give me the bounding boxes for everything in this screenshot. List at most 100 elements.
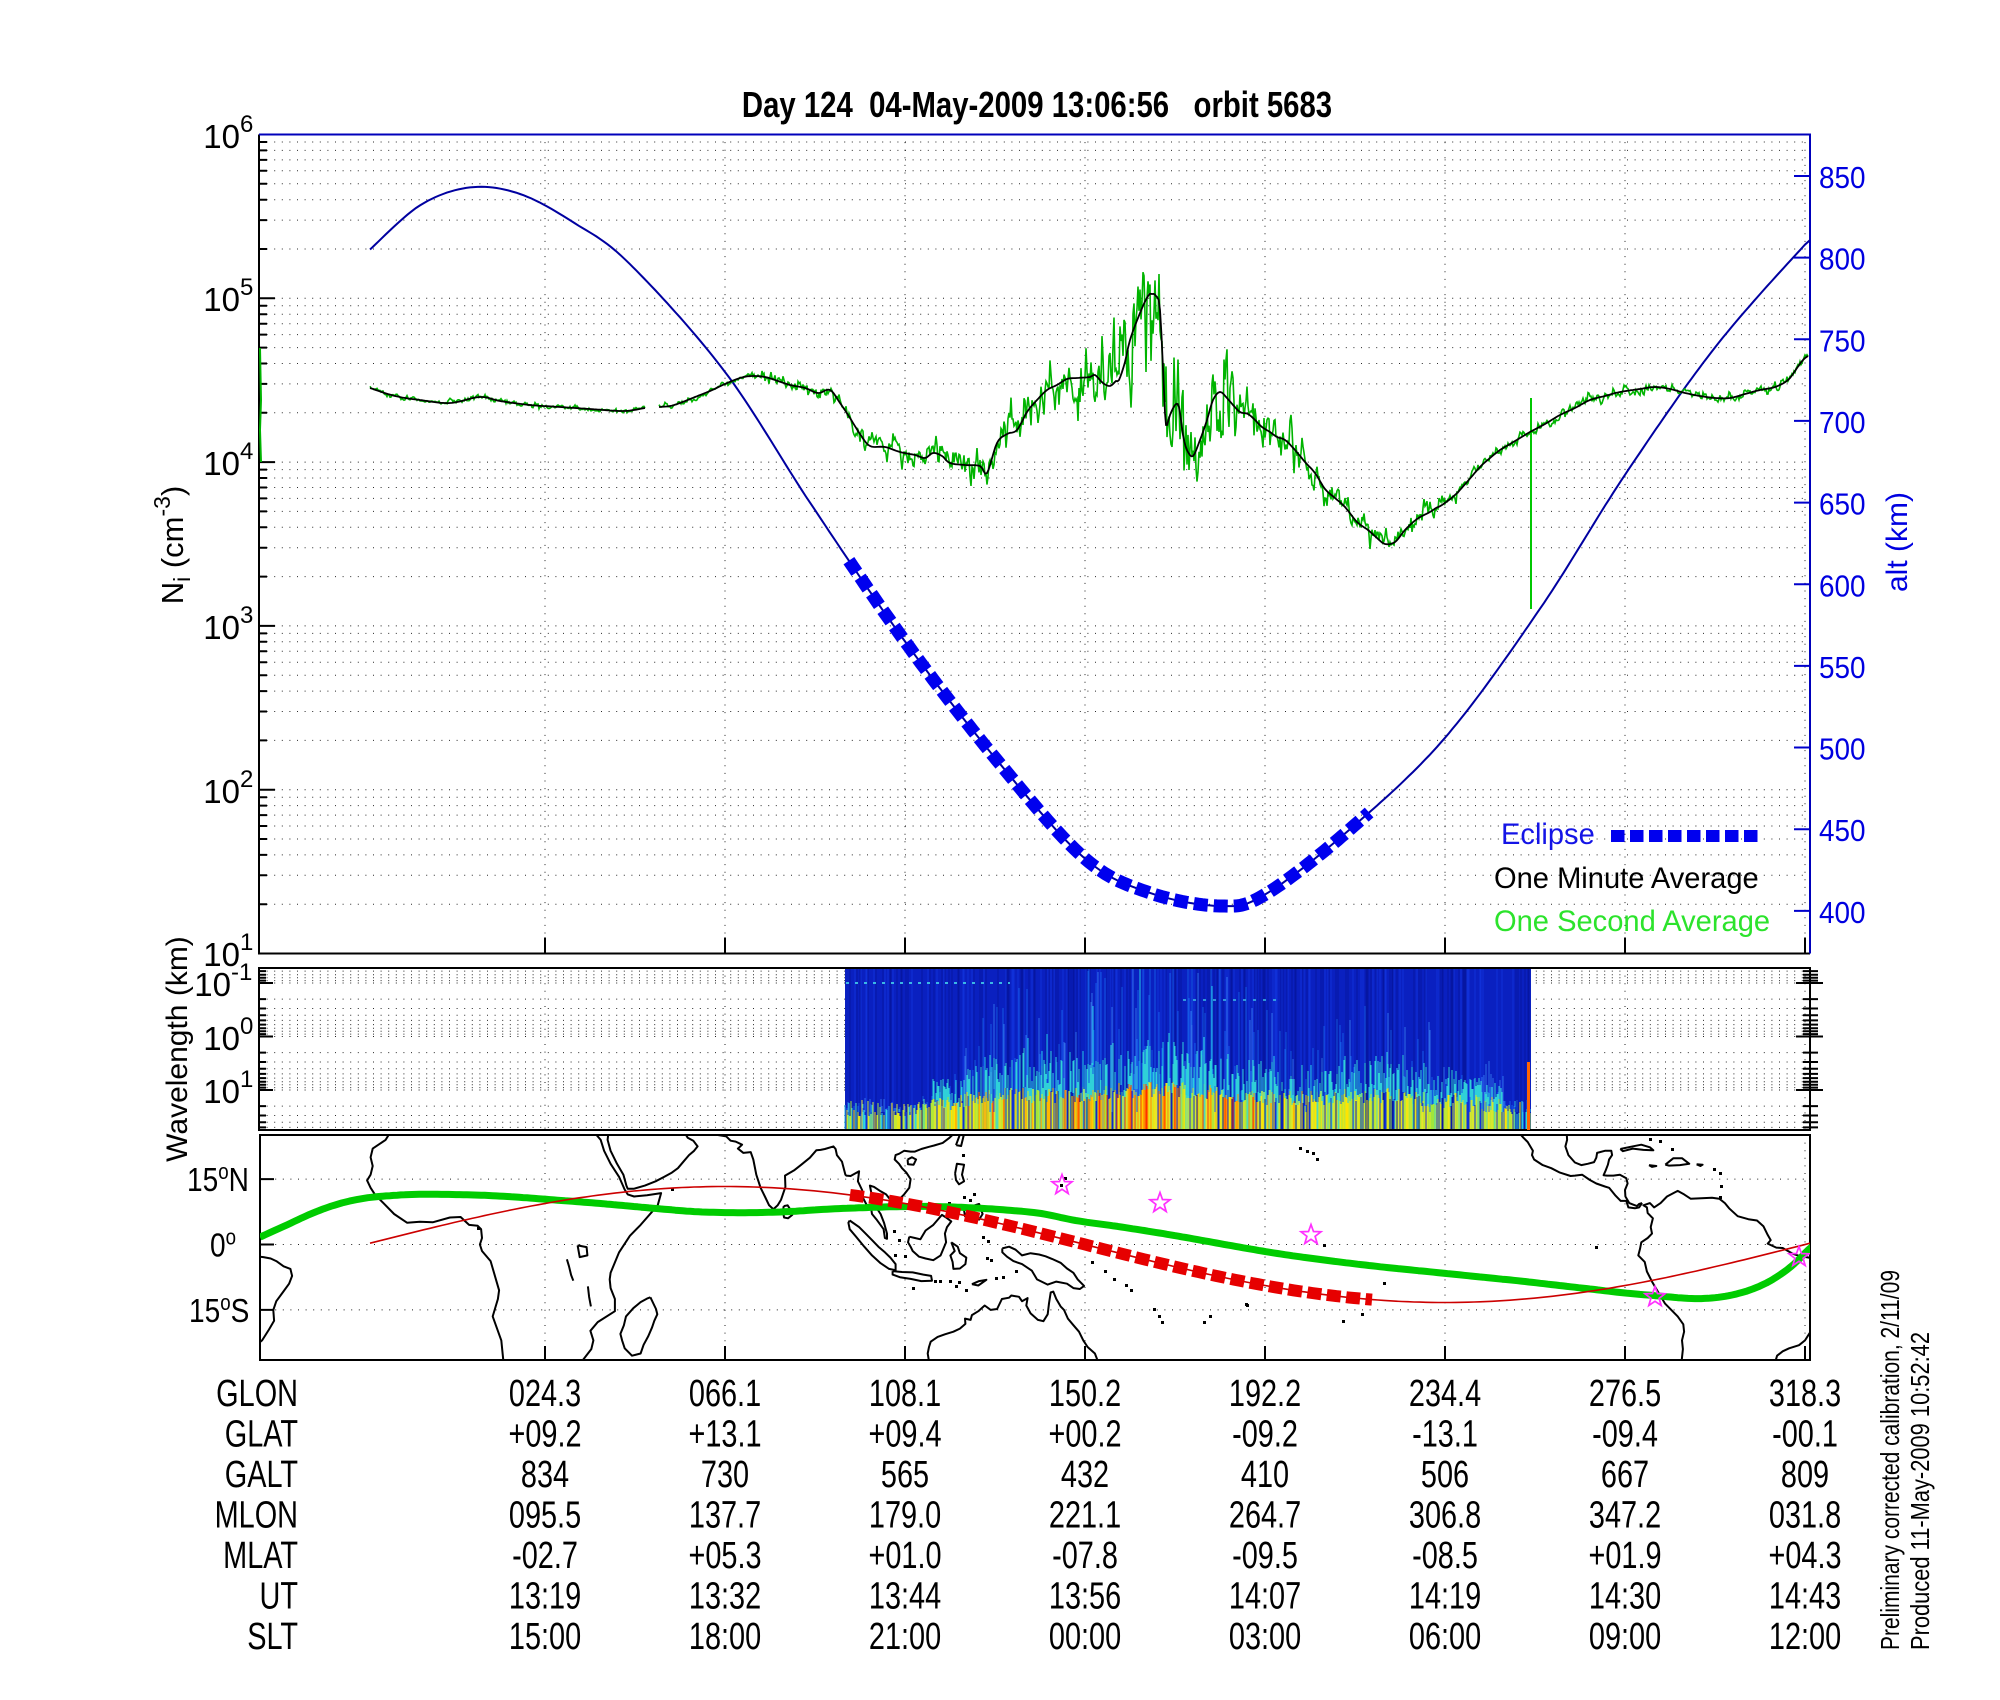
svg-text:506: 506	[1421, 1453, 1469, 1496]
svg-text:13:19: 13:19	[509, 1575, 581, 1618]
svg-text:03:00: 03:00	[1229, 1615, 1301, 1658]
svg-text:13:56: 13:56	[1049, 1575, 1121, 1618]
svg-text:432: 432	[1061, 1453, 1109, 1496]
svg-text:14:07: 14:07	[1229, 1575, 1301, 1618]
svg-text:+09.4: +09.4	[868, 1413, 941, 1456]
svg-text:550: 550	[1819, 651, 1866, 686]
svg-text:-00.1: -00.1	[1772, 1413, 1838, 1456]
svg-text:179.0: 179.0	[869, 1494, 941, 1537]
svg-text:264.7: 264.7	[1229, 1494, 1301, 1537]
svg-text:031.8: 031.8	[1769, 1494, 1841, 1537]
svg-text:-02.7: -02.7	[512, 1534, 578, 1577]
svg-text:137.7: 137.7	[689, 1494, 761, 1537]
svg-text:18:00: 18:00	[689, 1615, 761, 1658]
svg-text:650: 650	[1819, 487, 1866, 522]
svg-text:+09.2: +09.2	[508, 1413, 581, 1456]
svg-text:6: 6	[240, 111, 253, 138]
svg-text:800: 800	[1819, 242, 1866, 277]
svg-text:-13.1: -13.1	[1412, 1413, 1478, 1456]
svg-text:600: 600	[1819, 569, 1866, 604]
svg-text:450: 450	[1819, 814, 1866, 849]
svg-text:0: 0	[240, 1013, 253, 1040]
svg-text:10: 10	[203, 281, 240, 318]
svg-text:306.8: 306.8	[1409, 1494, 1481, 1537]
svg-text:MLON: MLON	[215, 1494, 298, 1537]
svg-text:150.2: 150.2	[1049, 1372, 1121, 1415]
svg-text:GALT: GALT	[225, 1453, 298, 1496]
svg-text:00:00: 00:00	[1049, 1615, 1121, 1658]
svg-text:+01.0: +01.0	[868, 1534, 941, 1577]
svg-text:2: 2	[240, 766, 253, 793]
svg-text:221.1: 221.1	[1049, 1494, 1121, 1537]
svg-text:400: 400	[1819, 896, 1866, 931]
svg-text:667: 667	[1601, 1453, 1649, 1496]
svg-text:10: 10	[203, 1073, 240, 1110]
svg-text:10: 10	[203, 936, 240, 973]
svg-text:565: 565	[881, 1453, 929, 1496]
svg-text:095.5: 095.5	[509, 1494, 581, 1537]
svg-text:1: 1	[240, 1066, 253, 1093]
svg-text:-08.5: -08.5	[1412, 1534, 1478, 1577]
svg-text:alt (km): alt (km)	[1881, 492, 1914, 592]
svg-text:410: 410	[1241, 1453, 1289, 1496]
svg-text:108.1: 108.1	[869, 1372, 941, 1415]
svg-text:-09.5: -09.5	[1232, 1534, 1298, 1577]
svg-text:730: 730	[701, 1453, 749, 1496]
svg-text:One Minute Average: One Minute Average	[1494, 862, 1759, 895]
svg-text:10: 10	[203, 1020, 240, 1057]
svg-text:10: 10	[203, 773, 240, 810]
svg-text:13:32: 13:32	[689, 1575, 761, 1618]
svg-text:10: 10	[203, 118, 240, 155]
svg-text:UT: UT	[260, 1575, 298, 1618]
svg-text:Produced 11-May-2009 10:52:42: Produced 11-May-2009 10:52:42	[1905, 1332, 1935, 1650]
svg-text:5: 5	[240, 274, 253, 301]
svg-text:+01.9: +01.9	[1588, 1534, 1661, 1577]
svg-text:09:00: 09:00	[1589, 1615, 1661, 1658]
svg-text:21:00: 21:00	[869, 1615, 941, 1658]
svg-text:15oN: 15oN	[187, 1161, 249, 1199]
svg-text:192.2: 192.2	[1229, 1372, 1301, 1415]
svg-text:SLT: SLT	[247, 1615, 298, 1658]
svg-text:10: 10	[194, 966, 231, 1003]
svg-text:Eclipse: Eclipse	[1501, 818, 1595, 851]
svg-text:024.3: 024.3	[509, 1372, 581, 1415]
svg-text:10: 10	[203, 609, 240, 646]
svg-text:14:43: 14:43	[1769, 1575, 1841, 1618]
svg-text:066.1: 066.1	[689, 1372, 761, 1415]
svg-text:809: 809	[1781, 1453, 1829, 1496]
svg-text:318.3: 318.3	[1769, 1372, 1841, 1415]
svg-text:14:30: 14:30	[1589, 1575, 1661, 1618]
svg-text:Preliminary corrected calibrat: Preliminary corrected calibration, 2/11/…	[1875, 1270, 1905, 1650]
svg-text:-07.8: -07.8	[1052, 1534, 1118, 1577]
svg-text:Day 124 04-May-2009 13:06:56: Day 124 04-May-2009 13:06:56 orbit 5683	[742, 84, 1332, 125]
svg-text:13:44: 13:44	[869, 1575, 941, 1618]
svg-text:850: 850	[1819, 161, 1866, 196]
svg-text:Wavelength (km): Wavelength (km)	[161, 936, 194, 1162]
svg-text:One Second Average: One Second Average	[1494, 905, 1770, 938]
svg-text:MLAT: MLAT	[223, 1534, 298, 1577]
svg-text:500: 500	[1819, 732, 1866, 767]
svg-text:10: 10	[203, 445, 240, 482]
svg-text:-09.2: -09.2	[1232, 1413, 1298, 1456]
svg-text:+13.1: +13.1	[688, 1413, 761, 1456]
svg-text:3: 3	[240, 602, 253, 629]
svg-text:276.5: 276.5	[1589, 1372, 1661, 1415]
svg-text:GLAT: GLAT	[225, 1413, 298, 1456]
svg-text:4: 4	[240, 438, 253, 465]
svg-text:15oS: 15oS	[189, 1292, 249, 1330]
svg-text:750: 750	[1819, 324, 1866, 359]
svg-text:-09.4: -09.4	[1592, 1413, 1658, 1456]
svg-text:-1: -1	[231, 959, 252, 986]
svg-text:06:00: 06:00	[1409, 1615, 1481, 1658]
svg-text:+05.3: +05.3	[688, 1534, 761, 1577]
svg-text:14:19: 14:19	[1409, 1575, 1481, 1618]
svg-text:234.4: 234.4	[1409, 1372, 1481, 1415]
svg-text:347.2: 347.2	[1589, 1494, 1661, 1537]
svg-text:GLON: GLON	[216, 1372, 298, 1415]
svg-text:1: 1	[240, 929, 253, 956]
svg-text:834: 834	[521, 1453, 569, 1496]
svg-text:700: 700	[1819, 406, 1866, 441]
svg-text:+00.2: +00.2	[1048, 1413, 1121, 1456]
svg-text:12:00: 12:00	[1769, 1615, 1841, 1658]
svg-text:Ni (cm-3): Ni (cm-3)	[149, 486, 195, 605]
